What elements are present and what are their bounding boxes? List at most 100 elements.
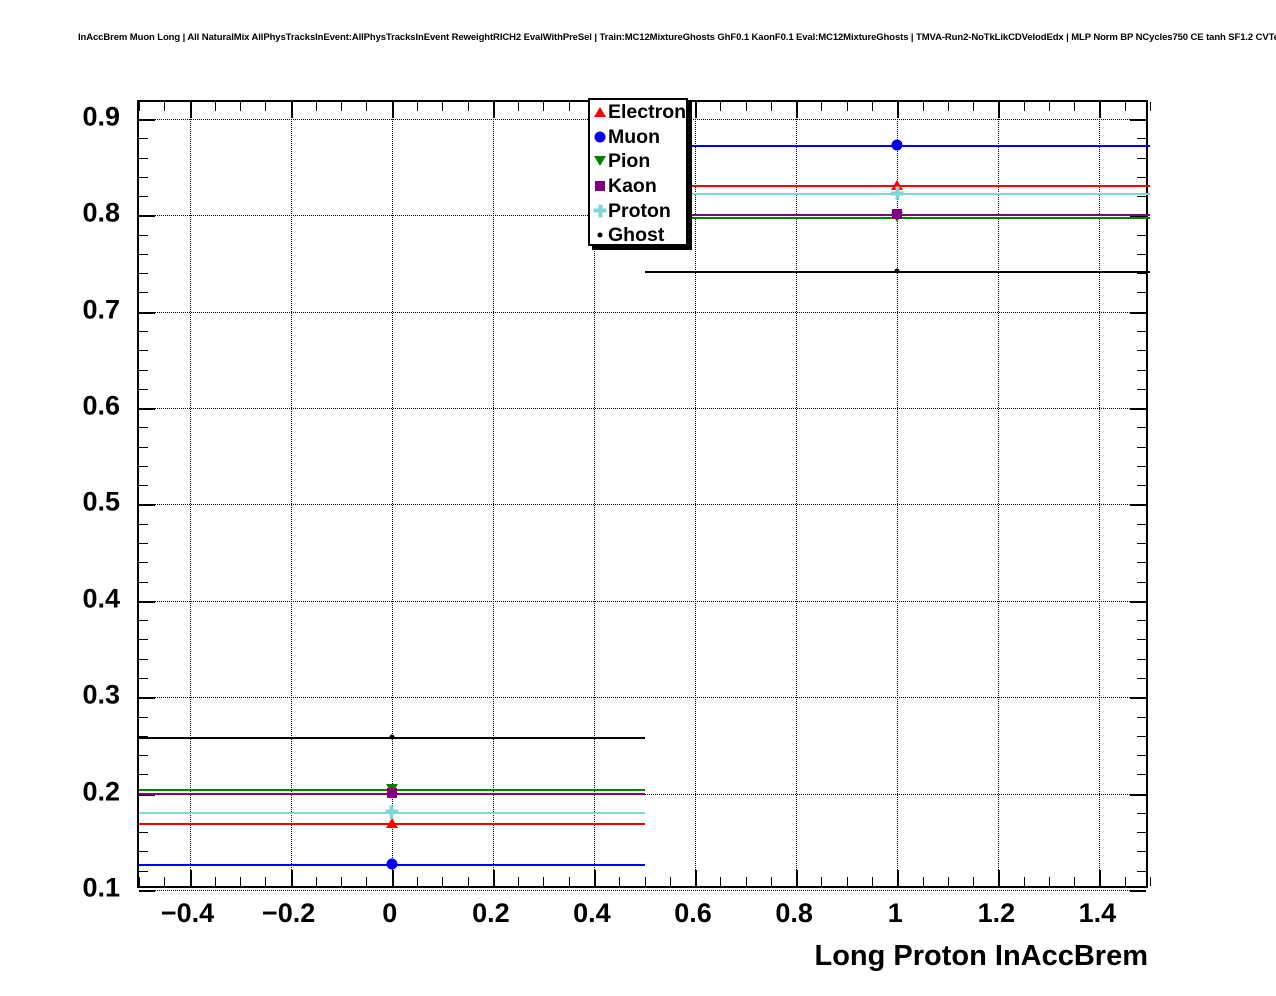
axis-tick	[1137, 812, 1146, 814]
axis-tick	[1137, 485, 1146, 487]
axis-tick	[214, 877, 216, 886]
series-marker	[385, 817, 398, 828]
axis-tick	[846, 102, 848, 111]
y-tick-label: 0.4	[82, 583, 120, 614]
axis-tick	[139, 639, 148, 641]
axis-tick	[139, 350, 148, 352]
axis-tick	[417, 102, 419, 111]
gridline-vertical	[492, 102, 494, 886]
axis-tick	[442, 102, 444, 111]
axis-tick	[543, 877, 545, 886]
axis-tick	[1137, 870, 1146, 872]
axis-tick	[796, 102, 799, 118]
series-marker	[891, 179, 904, 190]
x-tick-label: 0.4	[573, 898, 611, 928]
axis-tick	[391, 102, 394, 118]
axis-tick	[1137, 465, 1146, 467]
legend-item-proton[interactable]: Proton	[590, 198, 686, 223]
series-marker	[385, 805, 399, 819]
axis-tick	[1137, 427, 1146, 429]
legend-item-label: Proton	[608, 199, 671, 222]
legend-item-label: Kaon	[608, 175, 657, 198]
axis-tick	[139, 157, 148, 159]
axis-tick	[1099, 870, 1102, 886]
axis-tick	[745, 877, 747, 886]
x-axis-title: Long Proton InAccBrem	[814, 940, 1148, 972]
gridline-horizontal	[139, 697, 1146, 699]
axis-tick	[1137, 677, 1146, 679]
axis-tick	[1137, 388, 1146, 390]
axis-tick	[290, 102, 293, 118]
axis-tick	[1137, 369, 1146, 371]
axis-tick	[265, 877, 267, 886]
axis-tick	[189, 102, 192, 118]
x-tick-label: 1.2	[977, 898, 1016, 928]
triangle-down-icon	[592, 153, 608, 169]
gridline-horizontal	[139, 408, 1146, 410]
triangle-up-icon	[592, 104, 608, 120]
axis-tick	[1137, 138, 1146, 140]
legend-item-ghost[interactable]: Ghost	[590, 223, 686, 248]
axis-tick	[139, 658, 148, 660]
axis-tick	[1137, 292, 1146, 294]
gridline-vertical	[695, 102, 697, 886]
axis-tick	[1074, 102, 1076, 111]
axis-tick	[1074, 877, 1076, 886]
legend: Electron Muon Pion Kaon Proton Ghost	[588, 98, 688, 246]
legend-item-electron[interactable]: Electron	[590, 100, 686, 125]
y-tick-label: 0.9	[82, 101, 120, 132]
axis-tick	[518, 877, 520, 886]
axis-tick	[922, 102, 924, 111]
series-marker	[894, 268, 900, 274]
axis-tick	[1137, 639, 1146, 641]
axis-tick	[139, 620, 148, 622]
axis-tick	[1137, 253, 1146, 255]
axis-tick	[1099, 102, 1102, 118]
axis-tick	[897, 870, 900, 886]
axis-tick	[1124, 877, 1126, 886]
axis-tick	[871, 877, 873, 886]
axis-tick	[998, 870, 1001, 886]
axis-tick	[139, 196, 148, 198]
axis-tick	[1130, 600, 1146, 603]
axis-tick	[290, 870, 293, 886]
axis-tick	[568, 102, 570, 111]
axis-tick	[947, 877, 949, 886]
axis-tick	[189, 870, 192, 886]
axis-tick	[139, 697, 155, 700]
gridline-horizontal	[139, 600, 1146, 602]
y-tick-label: 0.6	[82, 390, 120, 421]
legend-item-pion[interactable]: Pion	[590, 149, 686, 174]
axis-tick	[1137, 446, 1146, 448]
x-tick-label: 1	[887, 898, 903, 928]
axis-tick	[821, 102, 823, 111]
axis-tick	[593, 870, 596, 886]
axis-tick	[1137, 716, 1146, 718]
y-tick-label: 0.3	[82, 679, 120, 710]
axis-tick	[214, 102, 216, 111]
axis-tick	[1130, 793, 1146, 796]
axis-tick	[1023, 102, 1025, 111]
x-tick-label: −0.4	[160, 898, 215, 928]
axis-tick	[240, 102, 242, 111]
x-tick-label: 0.6	[674, 898, 712, 928]
axis-tick	[1137, 832, 1146, 834]
axis-tick	[1137, 851, 1146, 853]
axis-tick	[644, 877, 646, 886]
axis-tick	[315, 877, 317, 886]
axis-tick	[973, 877, 975, 886]
axis-tick	[139, 253, 148, 255]
legend-item-muon[interactable]: Muon	[590, 125, 686, 150]
y-tick-label: 0.5	[82, 486, 120, 517]
axis-tick	[1137, 735, 1146, 737]
axis-tick	[1137, 562, 1146, 564]
axis-tick	[669, 877, 671, 886]
axis-tick	[139, 369, 148, 371]
axis-tick	[341, 877, 343, 886]
axis-tick	[1150, 877, 1151, 886]
series-marker	[386, 787, 397, 798]
y-tick-label: 0.8	[82, 197, 120, 228]
legend-item-kaon[interactable]: Kaon	[590, 174, 686, 199]
axis-tick	[139, 273, 148, 275]
